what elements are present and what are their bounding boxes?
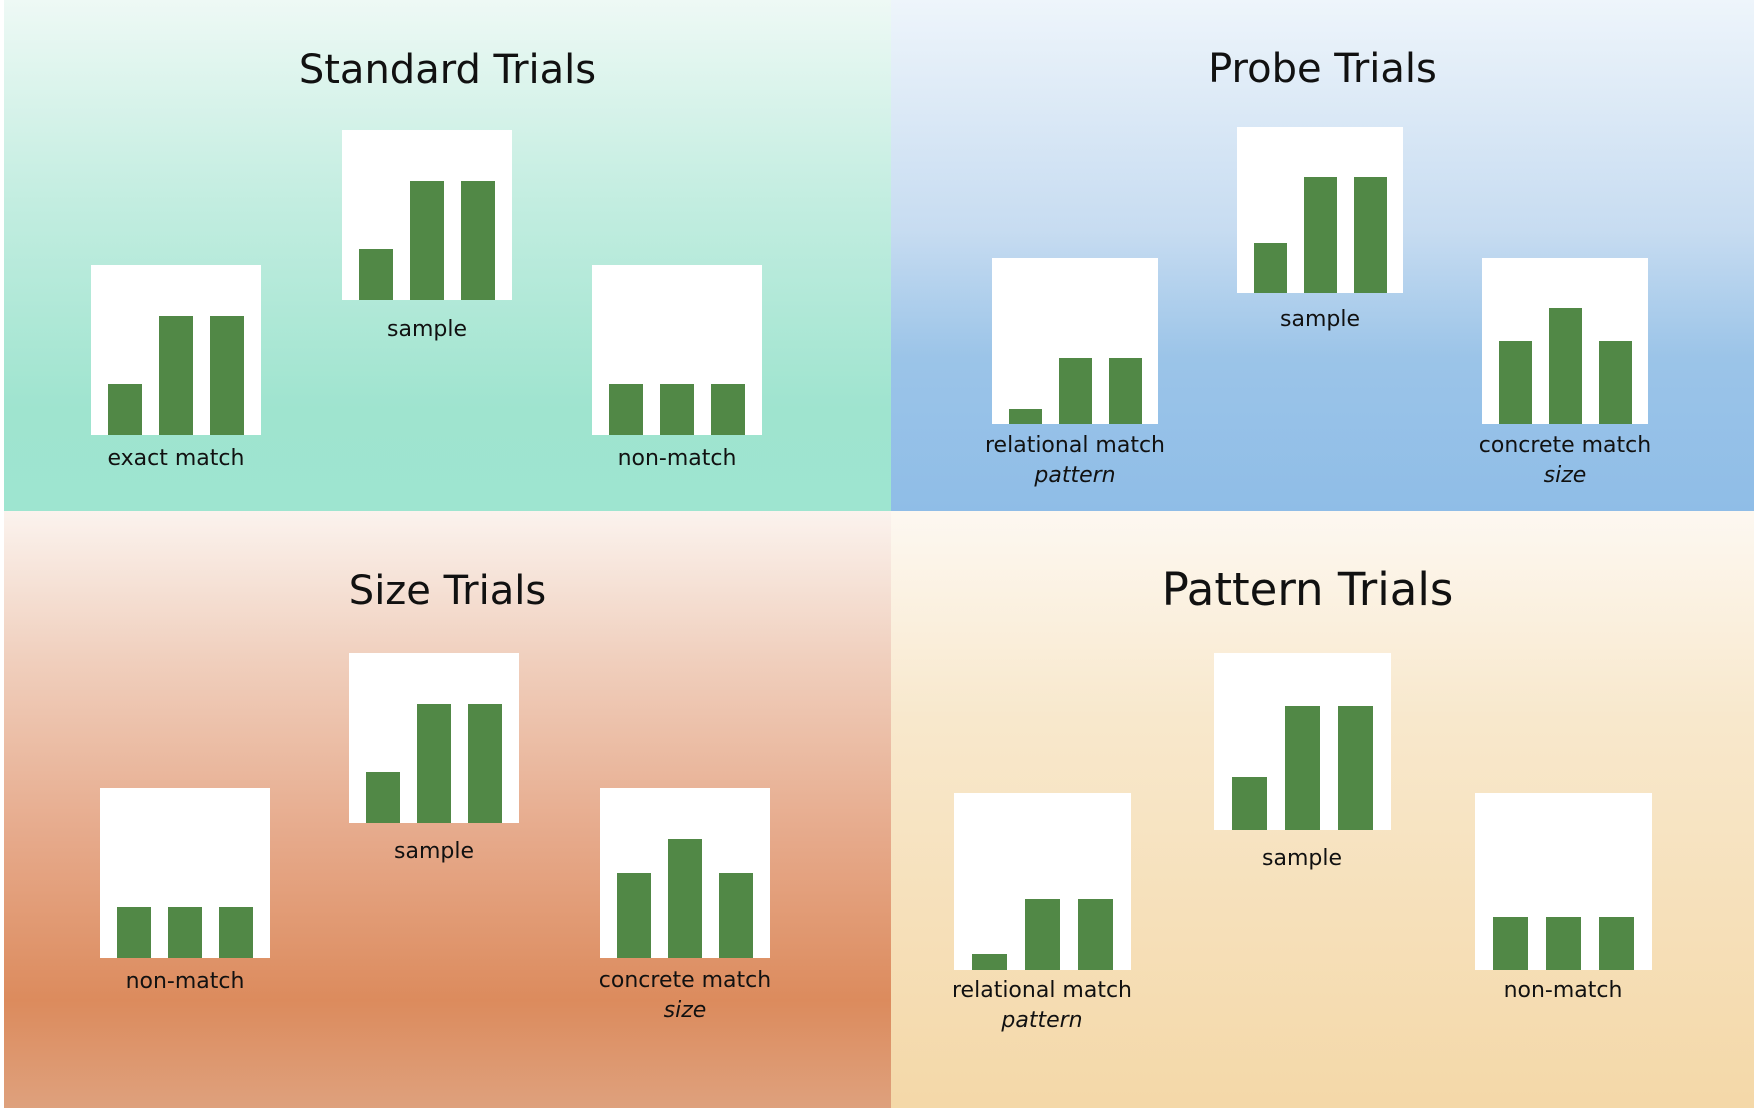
bar-3 xyxy=(1078,899,1113,970)
relational-match-label: relational match pattern xyxy=(952,978,1132,1033)
bar-1 xyxy=(1232,777,1267,830)
concrete-match-panel xyxy=(600,788,770,958)
standard-trials-title: Standard Trials xyxy=(298,47,597,93)
bar-2 xyxy=(168,907,202,958)
relational-match-panel xyxy=(992,258,1158,424)
bar-3 xyxy=(1109,358,1142,424)
concrete-match-label: concrete match size xyxy=(1478,433,1652,488)
bar-1 xyxy=(359,249,393,300)
probe-trials-title: Probe Trials xyxy=(1208,46,1437,92)
bar-1 xyxy=(1009,409,1042,424)
relational-match-panel xyxy=(954,793,1131,970)
sample-label: sample xyxy=(394,839,474,864)
bar-3 xyxy=(1338,706,1373,830)
bar-2 xyxy=(417,704,451,823)
bar-3 xyxy=(711,384,745,435)
bar-2 xyxy=(660,384,694,435)
bar-1 xyxy=(1254,243,1287,293)
non-match-label: non-match xyxy=(617,446,737,471)
sample-label: sample xyxy=(387,317,467,342)
bar-2 xyxy=(1304,177,1337,293)
bar-3 xyxy=(1599,341,1632,424)
bar-2 xyxy=(1285,706,1320,830)
standard-trials-quadrant: Standard Trials sample exact match non-m… xyxy=(4,0,891,511)
concrete-match-label: concrete match size xyxy=(598,968,772,1023)
non-match-panel xyxy=(100,788,270,958)
bar-1 xyxy=(1493,917,1528,970)
pattern-trials-title: Pattern Trials xyxy=(1161,563,1454,616)
probe-trials-quadrant: Probe Trials sample relational match pat… xyxy=(891,0,1754,511)
bar-3 xyxy=(461,181,495,300)
exact-match-label: exact match xyxy=(107,446,245,471)
bar-1 xyxy=(117,907,151,958)
sample-label: sample xyxy=(1280,307,1360,332)
bar-1 xyxy=(366,772,400,823)
non-match-panel xyxy=(1475,793,1652,970)
bar-3 xyxy=(219,907,253,958)
bar-1 xyxy=(972,954,1007,970)
bar-2 xyxy=(410,181,444,300)
non-match-panel xyxy=(592,265,762,435)
bar-2 xyxy=(668,839,702,958)
non-match-label: non-match xyxy=(1503,978,1623,1003)
pattern-trials-quadrant: Pattern Trials sample relational match p… xyxy=(891,511,1754,1108)
sample-panel xyxy=(1214,653,1391,830)
size-trials-title: Size Trials xyxy=(348,568,547,614)
bar-1 xyxy=(1499,341,1532,424)
bar-1 xyxy=(108,384,142,435)
bar-2 xyxy=(159,316,193,435)
relational-match-label: relational match pattern xyxy=(985,433,1165,488)
bar-2 xyxy=(1549,308,1582,424)
bar-1 xyxy=(609,384,643,435)
size-trials-quadrant: Size Trials sample non-match concrete ma… xyxy=(4,511,891,1108)
bar-2 xyxy=(1546,917,1581,970)
concrete-match-panel xyxy=(1482,258,1648,424)
bar-3 xyxy=(210,316,244,435)
bar-3 xyxy=(719,873,753,958)
sample-panel xyxy=(342,130,512,300)
sample-label: sample xyxy=(1262,846,1342,871)
exact-match-panel xyxy=(91,265,261,435)
bar-3 xyxy=(468,704,502,823)
bar-2 xyxy=(1059,358,1092,424)
bar-1 xyxy=(617,873,651,958)
bar-2 xyxy=(1025,899,1060,970)
non-match-label: non-match xyxy=(125,969,245,994)
sample-panel xyxy=(1237,127,1403,293)
bar-3 xyxy=(1599,917,1634,970)
sample-panel xyxy=(349,653,519,823)
bar-3 xyxy=(1354,177,1387,293)
